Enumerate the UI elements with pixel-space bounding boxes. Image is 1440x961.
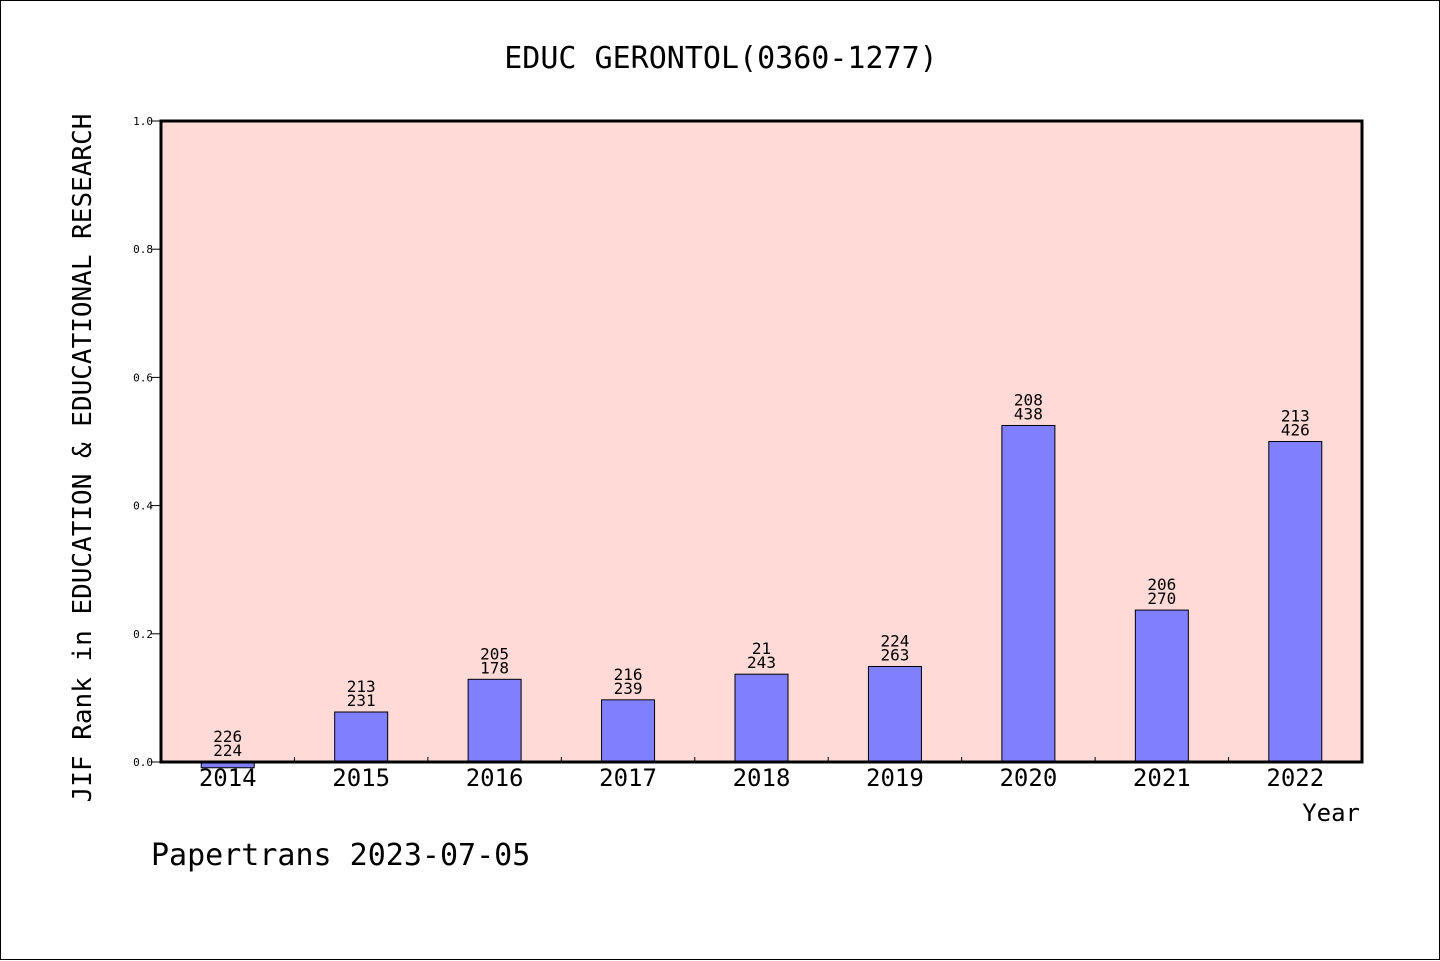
bar-rank-label-2020: 208 xyxy=(1014,390,1043,409)
bar-2020 xyxy=(1001,424,1056,763)
x-ticks-group: 2014 2015 2016 2017 2018 2019 2020 2021 2022 xyxy=(199,757,1324,792)
bar-total-label-2021: 270 xyxy=(1147,589,1176,608)
x-axis-label: Year xyxy=(1302,799,1360,827)
bar-rank-label-2017: 216 xyxy=(614,665,643,684)
y-ticks-group: 0.0 0.2 0.4 0.6 0.8 1.0 xyxy=(133,115,161,769)
x-tick-label-2019: 2019 xyxy=(866,764,924,792)
bar-2019 xyxy=(867,665,922,763)
bar-2021 xyxy=(1134,609,1189,763)
bar-rank-label-2018: 21 xyxy=(752,639,771,658)
bar-total-label-2022: 426 xyxy=(1281,421,1310,440)
x-tick-label-2022: 2022 xyxy=(1266,764,1324,792)
x-tick-label-2016: 2016 xyxy=(466,764,524,792)
y-tick-label-0.2: 0.2 xyxy=(133,628,153,641)
bar-rank-label-2021: 206 xyxy=(1147,575,1176,594)
bar-total-label-2016: 178 xyxy=(480,658,509,677)
bar-total-label-2020: 438 xyxy=(1014,404,1043,423)
bar-2017 xyxy=(601,699,656,763)
x-tick-label-2018: 2018 xyxy=(733,764,791,792)
bar-total-label-2015: 231 xyxy=(347,691,376,710)
x-tick-label-2015: 2015 xyxy=(332,764,390,792)
bar-total-label-2019: 263 xyxy=(880,645,909,664)
bar-rank-label-2019: 224 xyxy=(880,631,909,650)
y-tick-label-0.8: 0.8 xyxy=(133,243,153,256)
x-tick-label-2014: 2014 xyxy=(199,764,257,792)
chart-title: EDUC GERONTOL(0360-1277) xyxy=(504,41,937,76)
y-tick-label-1.0: 1.0 xyxy=(133,115,153,128)
bar-rank-label-2015: 213 xyxy=(347,677,376,696)
bars-group xyxy=(200,424,1323,769)
y-tick-label-0.4: 0.4 xyxy=(133,500,153,513)
bar-rank-label-2014: 226 xyxy=(213,727,242,746)
bar-2022 xyxy=(1268,441,1323,763)
footer-text: Papertrans 2023-07-05 xyxy=(151,838,530,873)
x-tick-label-2021: 2021 xyxy=(1133,764,1191,792)
x-tick-label-2017: 2017 xyxy=(599,764,657,792)
y-axis-label: JIF Rank in EDUCATION & EDUCATIONAL RESE… xyxy=(68,114,98,803)
y-tick-label-0.6: 0.6 xyxy=(133,371,153,384)
x-tick-label-2020: 2020 xyxy=(999,764,1057,792)
bar-2015 xyxy=(334,711,389,763)
bar-2016 xyxy=(467,678,522,763)
plot-border xyxy=(159,119,1364,764)
bar-rank-label-2022: 213 xyxy=(1281,407,1310,426)
bar-total-label-2018: 243 xyxy=(747,653,776,672)
bar-rank-label-2016: 205 xyxy=(480,644,509,663)
bar-total-label-2017: 239 xyxy=(614,679,643,698)
bar-total-label-2014: 224 xyxy=(213,741,242,760)
y-tick-label-0.0: 0.0 xyxy=(133,756,153,769)
bar-2018 xyxy=(734,673,789,763)
